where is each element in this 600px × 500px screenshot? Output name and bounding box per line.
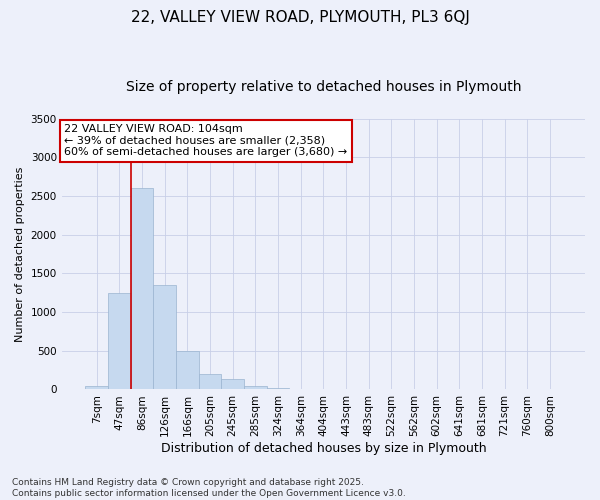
Title: Size of property relative to detached houses in Plymouth: Size of property relative to detached ho…	[125, 80, 521, 94]
Bar	[176, 351, 199, 390]
Bar	[154, 285, 176, 390]
Y-axis label: Number of detached properties: Number of detached properties	[15, 166, 25, 342]
X-axis label: Distribution of detached houses by size in Plymouth: Distribution of detached houses by size …	[161, 442, 486, 455]
Bar	[221, 380, 244, 390]
Bar	[199, 374, 221, 390]
Bar	[266, 388, 289, 390]
Text: 22 VALLEY VIEW ROAD: 104sqm
← 39% of detached houses are smaller (2,358)
60% of : 22 VALLEY VIEW ROAD: 104sqm ← 39% of det…	[64, 124, 347, 158]
Text: Contains HM Land Registry data © Crown copyright and database right 2025.
Contai: Contains HM Land Registry data © Crown c…	[12, 478, 406, 498]
Bar	[108, 293, 131, 390]
Bar	[244, 386, 266, 390]
Bar	[131, 188, 154, 390]
Text: 22, VALLEY VIEW ROAD, PLYMOUTH, PL3 6QJ: 22, VALLEY VIEW ROAD, PLYMOUTH, PL3 6QJ	[131, 10, 469, 25]
Bar	[289, 388, 312, 390]
Bar	[85, 386, 108, 390]
